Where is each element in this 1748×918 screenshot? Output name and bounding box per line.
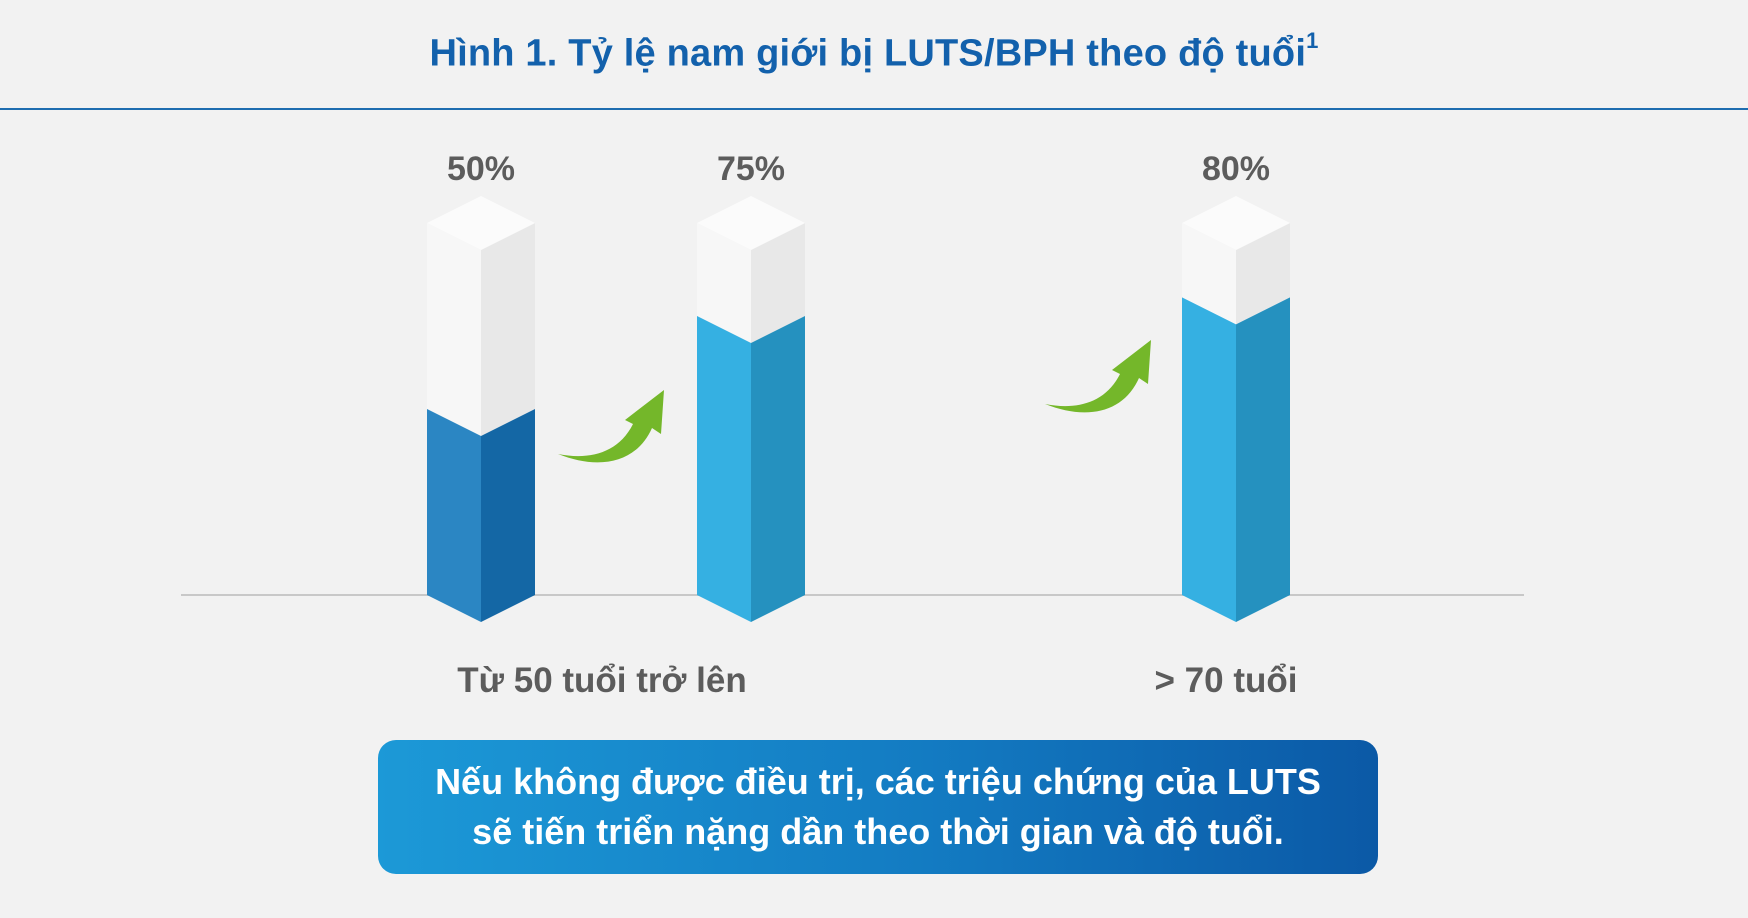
bar-2-empty-left-face xyxy=(697,223,751,343)
callout-line-2: sẽ tiến triển nặng dần theo thời gian và… xyxy=(472,811,1284,852)
bar-3-value-label: 80% xyxy=(1202,150,1270,188)
growth-arrow-1-shape xyxy=(558,390,664,463)
bar-1-value-label: 50% xyxy=(447,150,515,188)
bar-chart: 50% 75% 80% Từ 50 tuổi trở lên > 70 tuổi xyxy=(181,150,1524,700)
title-bar: Hình 1. Tỷ lệ nam giới bị LUTS/BPH theo … xyxy=(0,0,1748,110)
growth-arrow-2-shape xyxy=(1045,340,1151,413)
chart-title-text: Hình 1. Tỷ lệ nam giới bị LUTS/BPH theo … xyxy=(429,32,1307,75)
bar-1-empty-left-face xyxy=(427,223,481,436)
growth-arrow-2-icon xyxy=(1045,340,1151,413)
bar-1-fill-left-face xyxy=(427,409,481,622)
bar-3-empty-right-face xyxy=(1236,223,1290,325)
category-label-2: > 70 tuổi xyxy=(1155,661,1298,700)
callout-box: Nếu không được điều trị, các triệu chứng… xyxy=(378,740,1378,874)
bar-2-fill-right-face xyxy=(751,316,805,622)
bar-3-fill-right-face xyxy=(1236,297,1290,622)
bar-2-top-face xyxy=(697,196,805,250)
title-footnote-marker: 1 xyxy=(1306,28,1319,54)
bar-3-top-face xyxy=(1182,196,1290,250)
bar-1-fill-right-face xyxy=(481,409,535,622)
chart-title: Hình 1. Tỷ lệ nam giới bị LUTS/BPH theo … xyxy=(429,28,1318,76)
bar-1-top-face xyxy=(427,196,535,250)
bar-2-fill-left-face xyxy=(697,316,751,622)
bar-3-fill-left-face xyxy=(1182,297,1236,622)
bar-3-empty-left-face xyxy=(1182,223,1236,325)
callout-line-1: Nếu không được điều trị, các triệu chứng… xyxy=(435,761,1321,802)
bar-2-empty-right-face xyxy=(751,223,805,343)
category-label-1: Từ 50 tuổi trở lên xyxy=(457,661,746,700)
bar-1-empty-right-face xyxy=(481,223,535,436)
growth-arrow-1-icon xyxy=(558,390,664,463)
bar-2-value-label: 75% xyxy=(717,150,785,188)
